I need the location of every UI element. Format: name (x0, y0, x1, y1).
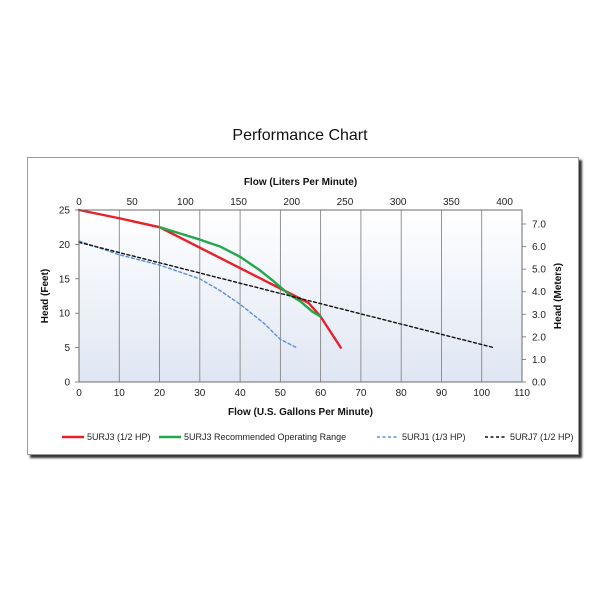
x-tick-label: 0 (76, 388, 82, 399)
y2-tick-label: 7.0 (532, 219, 546, 230)
y-tick-label: 10 (59, 309, 71, 320)
plot-area (79, 210, 522, 382)
series-line-2 (158, 225, 322, 318)
x2-tick-label: 50 (127, 197, 139, 208)
chart-title: Performance Chart (232, 127, 368, 144)
legend-label-4: 5URJ7 (1/2 HP) (510, 432, 574, 442)
x2-tick-label: 200 (283, 197, 300, 208)
legend-label-2: 5URJ3 Recommended Operating Range (184, 432, 346, 442)
y2-tick-label: 5.0 (532, 265, 546, 276)
x-tick-label: 100 (473, 388, 490, 399)
x-tick-label: 60 (315, 388, 327, 399)
x-tick-label: 50 (275, 388, 287, 399)
chart-frame: 0 10 20 30 40 50 60 70 80 90 100 110 0 50 100 150 200 250… (27, 157, 579, 455)
y-tick-label: 20 (59, 240, 71, 251)
y-tick-label: 25 (59, 206, 71, 217)
x-tick-label: 20 (154, 388, 166, 399)
x2-tick-label: 300 (390, 197, 407, 208)
legend-label-3: 5URJ1 (1/3 HP) (402, 432, 466, 442)
plot-border (78, 209, 523, 383)
series-layer (77, 208, 495, 349)
x-tick-label: 80 (396, 388, 408, 399)
y2-tick-label: 1.0 (532, 355, 546, 366)
x2-tick-label: 350 (443, 197, 460, 208)
y2-tick-label: 4.0 (532, 287, 546, 298)
x2-tick-label: 100 (177, 197, 194, 208)
x-tick-label: 10 (114, 388, 126, 399)
x2-axis-label: Flow (Liters Per Minute) (244, 177, 357, 188)
x-tick-label: 30 (194, 388, 206, 399)
y2-axis-label: Head (Meters) (553, 263, 564, 329)
y2-tick-label: 6.0 (532, 242, 546, 253)
y-axis-label: Head (Feet) (40, 269, 51, 323)
y2-tick-label: 0.0 (532, 378, 546, 389)
y-tick-label: 15 (59, 274, 71, 285)
series-line-1 (77, 208, 342, 349)
x-axis-label: Flow (U.S. Gallons Per Minute) (228, 407, 373, 418)
y-tick-label: 5 (64, 343, 70, 354)
x-tick-label: 110 (514, 388, 530, 399)
legend: 5URJ3 (1/2 HP) 5URJ3 Recommended Operatin… (62, 432, 574, 442)
x2-tick-label: 0 (76, 197, 82, 208)
y2-tick-label: 2.0 (532, 332, 546, 343)
x2-tick-label: 150 (230, 197, 247, 208)
x-tick-label: 90 (436, 388, 448, 399)
x-tick-label: 40 (235, 388, 247, 399)
series-line-4 (78, 241, 495, 349)
x-tick-label: 70 (355, 388, 367, 399)
y-tick-label: 0 (64, 378, 70, 389)
legend-label-1: 5URJ3 (1/2 HP) (87, 432, 151, 442)
x2-tick-label: 400 (496, 197, 513, 208)
y2-tick-label: 3.0 (532, 310, 546, 321)
series-line-3 (78, 240, 298, 349)
x2-tick-label: 250 (337, 197, 354, 208)
